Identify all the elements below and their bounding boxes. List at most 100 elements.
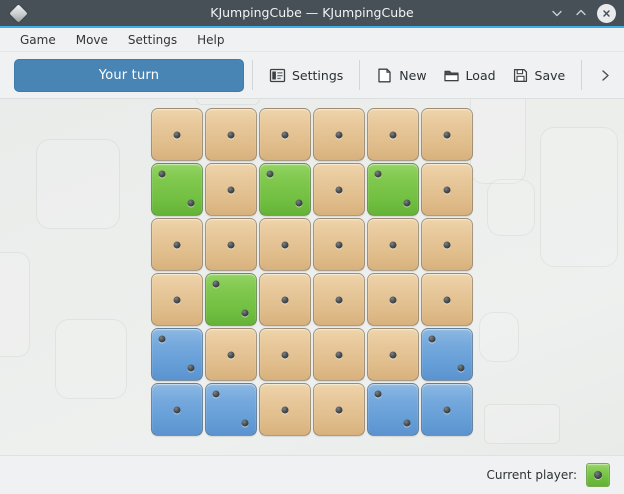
- cube-pip: [173, 296, 181, 303]
- board-cell-r2c5[interactable]: [367, 163, 419, 216]
- toolbar-separator-2: [359, 60, 361, 90]
- board-cell-r3c2[interactable]: [205, 218, 257, 271]
- cube-pip: [389, 131, 397, 138]
- board-cell-r4c2[interactable]: [205, 273, 257, 326]
- board-cell-r1c4[interactable]: [313, 108, 365, 161]
- cube-pip: [212, 390, 220, 398]
- board-cell-r4c1[interactable]: [151, 273, 203, 326]
- background-decoration: [0, 252, 30, 357]
- cube-pip: [227, 351, 235, 358]
- cube-pip: [158, 335, 166, 343]
- cube-pip: [173, 131, 181, 138]
- cube-pip: [295, 199, 303, 207]
- cube-pip: [335, 296, 343, 303]
- background-decoration: [479, 312, 519, 362]
- board-cell-r2c6[interactable]: [421, 163, 473, 216]
- app-icon: [4, 0, 32, 27]
- cube-pip: [158, 170, 166, 178]
- maximize-button[interactable]: [570, 2, 592, 24]
- board-cell-r2c3[interactable]: [259, 163, 311, 216]
- cube-pip: [389, 296, 397, 303]
- cube-pip: [281, 351, 289, 358]
- cube-pip: [443, 186, 451, 193]
- menu-item-move[interactable]: Move: [75, 32, 108, 47]
- cube-pip: [281, 241, 289, 248]
- cube-pip: [227, 241, 235, 248]
- cube-pip: [227, 131, 235, 138]
- your-turn-button[interactable]: Your turn: [14, 58, 244, 92]
- chevron-down-icon: [552, 10, 562, 17]
- cube-grid: [150, 107, 474, 437]
- board-cell-r6c6[interactable]: [421, 383, 473, 436]
- cube-pip: [281, 406, 289, 413]
- cube-pip: [389, 241, 397, 248]
- settings-button[interactable]: Settings: [261, 61, 351, 90]
- cube-pip: [335, 351, 343, 358]
- board-cell-r2c4[interactable]: [313, 163, 365, 216]
- board-cell-r6c3[interactable]: [259, 383, 311, 436]
- board-cell-r5c1[interactable]: [151, 328, 203, 381]
- cube-pip: [281, 131, 289, 138]
- toolbar-separator: [252, 60, 253, 90]
- board-cell-r4c6[interactable]: [421, 273, 473, 326]
- board-cell-r3c3[interactable]: [259, 218, 311, 271]
- board-cell-r5c6[interactable]: [421, 328, 473, 381]
- new-game-button[interactable]: New: [368, 61, 434, 90]
- new-document-icon: [378, 68, 391, 82]
- cube-pip: [227, 186, 235, 193]
- background-decoration: [55, 319, 127, 399]
- board-cell-r6c1[interactable]: [151, 383, 203, 436]
- cube-pip: [374, 170, 382, 178]
- board-cell-r4c5[interactable]: [367, 273, 419, 326]
- board-cell-r5c5[interactable]: [367, 328, 419, 381]
- board-cell-r5c4[interactable]: [313, 328, 365, 381]
- board-cell-r6c2[interactable]: [205, 383, 257, 436]
- cube-pip: [335, 131, 343, 138]
- board-cell-r1c1[interactable]: [151, 108, 203, 161]
- menu-item-game[interactable]: Game: [20, 32, 56, 47]
- board-cell-r5c3[interactable]: [259, 328, 311, 381]
- board-cell-r3c1[interactable]: [151, 218, 203, 271]
- folder-open-icon: [443, 70, 459, 81]
- board-cell-r4c4[interactable]: [313, 273, 365, 326]
- board-cell-r1c6[interactable]: [421, 108, 473, 161]
- toolbar-overflow-button[interactable]: [592, 58, 618, 92]
- board-cell-r1c2[interactable]: [205, 108, 257, 161]
- cube-pip: [266, 170, 274, 178]
- cube-pip: [335, 406, 343, 413]
- close-button[interactable]: [597, 3, 616, 23]
- close-icon: [603, 9, 610, 17]
- save-game-button[interactable]: Save: [504, 61, 574, 90]
- board-cell-r2c1[interactable]: [151, 163, 203, 216]
- menu-item-settings[interactable]: Settings: [127, 32, 178, 47]
- load-game-button[interactable]: Load: [435, 61, 504, 90]
- cube-pip: [241, 309, 249, 317]
- cube-pip: [403, 199, 411, 207]
- new-button-label: New: [399, 67, 427, 83]
- toolbar-separator-3: [581, 60, 583, 90]
- current-player-swatch: [586, 463, 610, 487]
- board-cell-r3c6[interactable]: [421, 218, 473, 271]
- menu-item-help[interactable]: Help: [197, 32, 225, 47]
- cube-pip: [335, 241, 343, 248]
- board-cell-r1c3[interactable]: [259, 108, 311, 161]
- board-cell-r6c5[interactable]: [367, 383, 419, 436]
- board-cell-r2c2[interactable]: [205, 163, 257, 216]
- background-decoration: [36, 139, 120, 229]
- cube-pip: [173, 406, 181, 413]
- board-cell-r6c4[interactable]: [313, 383, 365, 436]
- board-cell-r3c5[interactable]: [367, 218, 419, 271]
- menu-bar: Game Move Settings Help: [0, 28, 624, 52]
- background-decoration: [196, 99, 260, 105]
- cube-pip: [443, 406, 451, 413]
- window-title: KJumpingCube — KJumpingCube: [210, 5, 414, 20]
- board-cell-r4c3[interactable]: [259, 273, 311, 326]
- board-cell-r5c2[interactable]: [205, 328, 257, 381]
- board-cell-r3c4[interactable]: [313, 218, 365, 271]
- minimize-button[interactable]: [546, 2, 568, 24]
- status-bar: Current player:: [0, 455, 624, 494]
- cube-pip: [241, 419, 249, 427]
- board-cell-r1c5[interactable]: [367, 108, 419, 161]
- your-turn-label: Your turn: [98, 67, 160, 83]
- window-controls: [546, 2, 624, 24]
